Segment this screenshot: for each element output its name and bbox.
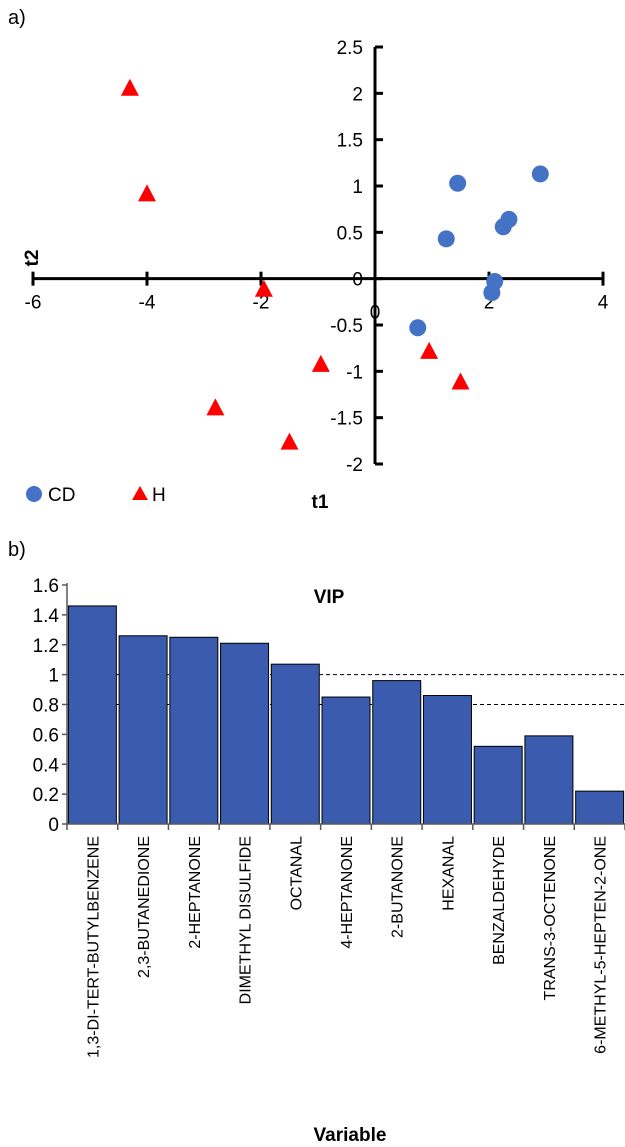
bar-category-label: 4-HEPTANONE xyxy=(339,836,356,949)
bar xyxy=(321,696,371,825)
scatter-plot: -6 -4 -2 2 402.521.510.50-0.5-1-1.5-2 t1 t2 … xyxy=(22,38,609,513)
scatter-y-tick-label: 1.5 xyxy=(337,131,363,152)
scatter-y-tick-label: -0.5 xyxy=(330,316,363,337)
bar-series xyxy=(67,605,625,825)
bar-category-label: 2-HEPTANONE xyxy=(187,836,204,949)
scatter-xlabel: t1 xyxy=(312,492,329,513)
bar xyxy=(220,642,270,825)
scatter-point-cd xyxy=(437,230,455,248)
legend-label-h: H xyxy=(152,485,166,506)
scatter-y-tick-label: 0.5 xyxy=(337,223,363,244)
scatter-point-h xyxy=(420,341,439,359)
bar xyxy=(169,636,219,825)
scatter-y-tick-label: 2.5 xyxy=(337,38,363,59)
scatter-x-tick-label: 4 xyxy=(598,293,609,314)
bar xyxy=(524,735,574,825)
bar-category-label: 2-BUTANONE xyxy=(390,836,407,938)
bar xyxy=(118,635,168,825)
bar-title: VIP xyxy=(314,587,345,608)
bar-axes xyxy=(62,583,625,830)
scatter-legend: CD H xyxy=(26,485,166,506)
scatter-points xyxy=(120,78,549,450)
scatter-point-h xyxy=(311,354,330,372)
bar xyxy=(270,663,320,825)
bar xyxy=(67,605,117,825)
scatter-point-cd xyxy=(494,218,512,236)
bar-y-tick-label: 0.4 xyxy=(33,755,60,776)
legend-marker-h xyxy=(132,486,148,500)
scatter-point-h xyxy=(138,184,156,202)
bar-y-tick-label: 1.2 xyxy=(33,636,59,657)
bar-category-label: HEXANAL xyxy=(440,836,457,911)
scatter-point-h xyxy=(451,372,470,390)
scatter-point-h xyxy=(120,78,139,96)
bar xyxy=(372,680,422,825)
bar-y-tick-label: 0.6 xyxy=(33,725,59,746)
scatter-point-cd xyxy=(409,319,427,337)
panel-label-a: a) xyxy=(8,7,26,29)
scatter-x-tick-label: -2 xyxy=(253,293,270,314)
bar-xlabel: Variable xyxy=(314,1125,387,1146)
bar-x-tick-labels: 1,3-DI-TERT-BUTYLBENZENE 2,3-BUTANEDIONE 2… xyxy=(85,836,609,1058)
bar-category-label: DIMETHYL DISULFIDE xyxy=(238,836,255,1004)
bar xyxy=(422,695,472,825)
bar-y-tick-label: 1.4 xyxy=(33,606,60,627)
scatter-x-tick-label: -4 xyxy=(139,293,156,314)
bar-y-tick-label: 0 xyxy=(48,815,59,836)
scatter-point-cd xyxy=(531,165,549,183)
scatter-point-cd xyxy=(449,174,467,192)
scatter-x-tick-label: -6 xyxy=(25,293,42,314)
bar-y-tick-label: 1 xyxy=(48,666,59,687)
panel-label-b: b) xyxy=(8,539,26,561)
bar-y-tick-labels: 0 0.2 0.4 0.6 0.8 1 1.2 1.4 1.6 xyxy=(33,576,60,836)
scatter-y-tick-label: -2 xyxy=(346,455,363,476)
legend-label-cd: CD xyxy=(48,485,75,506)
bar-y-tick-label: 0.2 xyxy=(33,785,59,806)
scatter-y-tick-label: -1 xyxy=(346,362,363,383)
bar-category-label: 2,3-BUTANEDIONE xyxy=(136,836,153,978)
scatter-ylabel: t2 xyxy=(22,250,43,267)
scatter-point-h xyxy=(254,279,273,297)
legend-marker-cd xyxy=(26,486,42,502)
scatter-axes xyxy=(31,45,605,466)
scatter-tick-labels: -6 -4 -2 2 4 0 2.5 2 1.5 1 0.5 0 -0.5 -1 -1.5 -2 xyxy=(25,38,609,476)
bar-category-label: TRANS-3-OCTENONE xyxy=(542,836,559,1000)
bar-y-tick-label: 0.8 xyxy=(33,696,59,717)
bar xyxy=(473,745,523,825)
scatter-x-tick-label: 0 xyxy=(370,303,381,324)
scatter-y-tick-label: -1.5 xyxy=(330,409,363,430)
bar-category-label: 1,3-DI-TERT-BUTYLBENZENE xyxy=(85,836,102,1058)
scatter-x-tick-label: 2 xyxy=(484,293,495,314)
bar-category-label: 6-METHYL-5-HEPTEN-2-ONE xyxy=(593,836,610,1054)
vip-bar-chart: 0 0.2 0.4 0.6 0.8 1 1.2 1.4 1.6 1,3-DI-TERT-BUTY… xyxy=(33,576,625,1146)
scatter-y-tick-label: 2 xyxy=(352,84,363,105)
scatter-y-tick-label: 0 xyxy=(352,270,363,291)
bar-category-label: BENZALDEHYDE xyxy=(491,836,508,965)
scatter-y-tick-label: 1 xyxy=(352,177,363,198)
scatter-point-h xyxy=(280,432,299,450)
bar-y-tick-label: 1.6 xyxy=(33,576,59,597)
scatter-point-cd xyxy=(483,284,501,302)
bar-category-label: OCTANAL xyxy=(288,836,305,910)
bar xyxy=(575,790,625,825)
scatter-point-h xyxy=(206,398,225,416)
